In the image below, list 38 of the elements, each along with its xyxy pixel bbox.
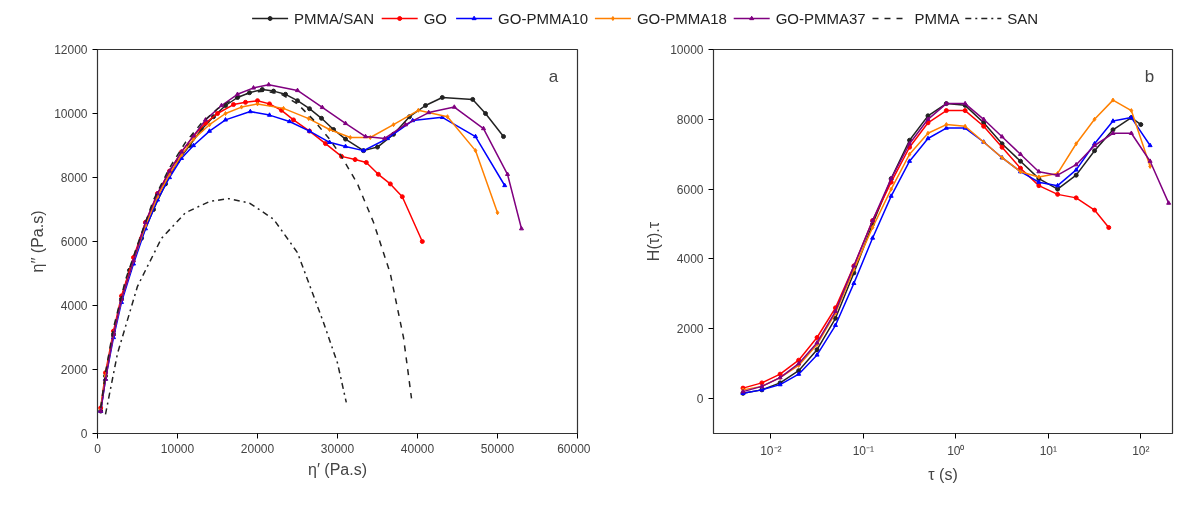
legend-label: GO-PMMA18: [636, 10, 727, 27]
y-tick-label: 0: [80, 427, 88, 441]
y-axis-title: η′′ (Pa.s): [29, 210, 47, 273]
x-tick-label: 10⁰: [947, 443, 965, 458]
y-tick-label: 12000: [54, 43, 88, 57]
y-tick-label: 8000: [676, 112, 704, 127]
annotation: a: [548, 66, 559, 86]
legend-label: PMMA/SAN: [294, 10, 375, 27]
x-tick-label: 50000: [480, 441, 515, 456]
y-axis-title: H(τ).τ: [645, 221, 663, 262]
legend-label: PMMA: [914, 10, 960, 27]
x-tick-label: 10000: [160, 441, 195, 456]
y-tick-label: 10000: [670, 43, 704, 57]
x-tick-label: 10⁻¹: [852, 443, 874, 458]
y-tick-label: 4000: [676, 252, 704, 267]
x-axis-title: τ (s): [928, 465, 958, 483]
x-tick-label: 10²: [1132, 443, 1150, 458]
x-tick-label: 60000: [557, 441, 591, 456]
legend-label: GO-PMMA37: [775, 10, 866, 27]
y-tick-label: 6000: [676, 182, 704, 197]
legend-label: GO-PMMA10: [498, 10, 589, 27]
legend-label: SAN: [1007, 10, 1039, 27]
annotation: b: [1144, 66, 1155, 86]
x-tick-label: 40000: [400, 441, 435, 456]
x-tick-label: 10⁻²: [760, 443, 782, 458]
y-tick-label: 8000: [60, 171, 88, 185]
legend-label: GO: [423, 10, 448, 27]
y-tick-label: 10000: [54, 107, 88, 121]
y-tick-label: 4000: [60, 299, 88, 313]
x-tick-label: 30000: [320, 441, 355, 456]
y-tick-label: 6000: [60, 235, 88, 249]
y-tick-label: 2000: [676, 322, 704, 337]
y-tick-label: 0: [696, 392, 704, 407]
x-tick-label: 0: [94, 441, 102, 456]
x-axis-title: η′ (Pa.s): [307, 460, 368, 478]
y-tick-label: 2000: [60, 363, 88, 377]
x-tick-label: 20000: [240, 441, 275, 456]
x-tick-label: 10¹: [1039, 443, 1057, 458]
